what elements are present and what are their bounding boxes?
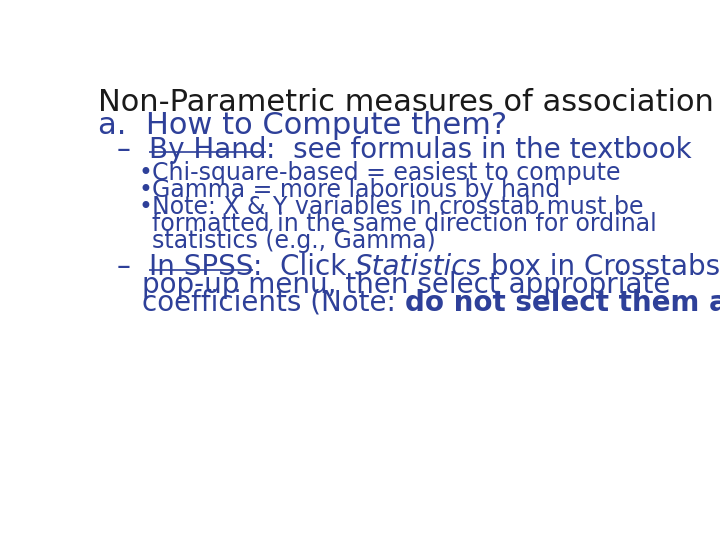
Text: –: –: [117, 136, 149, 164]
Text: do not select them all: do not select them all: [405, 289, 720, 317]
Text: –: –: [117, 253, 149, 281]
Text: a.  How to Compute them?: a. How to Compute them?: [98, 111, 507, 140]
Text: Gamma = more laborious by hand: Gamma = more laborious by hand: [152, 178, 560, 202]
Text: coefficients (Note:: coefficients (Note:: [142, 289, 405, 317]
Text: Non-Parametric measures of association: Non-Parametric measures of association: [98, 88, 714, 117]
Text: pop-up menu, then select appropriate: pop-up menu, then select appropriate: [142, 271, 670, 299]
Text: box in Crosstabs: box in Crosstabs: [482, 253, 720, 281]
Text: •: •: [138, 161, 152, 185]
Text: Statistics: Statistics: [355, 253, 482, 281]
Text: By Hand: By Hand: [149, 136, 266, 164]
Text: •: •: [138, 178, 152, 202]
Text: statistics (e.g., Gamma): statistics (e.g., Gamma): [152, 229, 436, 253]
Text: formatted in the same direction for ordinal: formatted in the same direction for ordi…: [152, 212, 657, 236]
Text: Note: X & Y variables in crosstab must be: Note: X & Y variables in crosstab must b…: [152, 195, 644, 219]
Text: •: •: [138, 195, 152, 219]
Text: :  Click: : Click: [253, 253, 355, 281]
Text: :  see formulas in the textbook: : see formulas in the textbook: [266, 136, 692, 164]
Text: Chi-square-based = easiest to compute: Chi-square-based = easiest to compute: [152, 161, 621, 185]
Text: In SPSS: In SPSS: [149, 253, 253, 281]
